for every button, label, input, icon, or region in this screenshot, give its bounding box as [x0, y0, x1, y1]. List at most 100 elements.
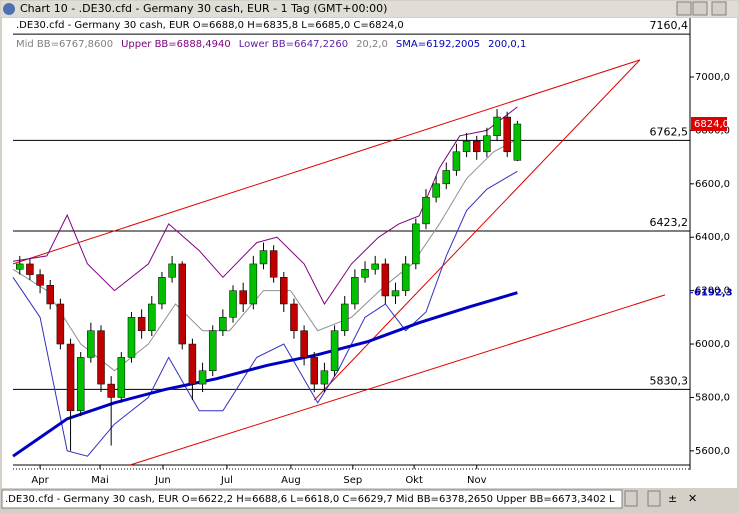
title-bar [1, 1, 738, 17]
candle-body [391, 290, 400, 297]
candle-body [483, 135, 491, 153]
maximize-button[interactable] [692, 1, 708, 16]
chart-info: .DE30.cfd - Germany 30 cash, EUR O=6688,… [16, 20, 404, 31]
candle-body [259, 250, 268, 265]
last-price-label: 6824,0 [694, 119, 729, 130]
candle-body [16, 263, 24, 270]
x-tick-label: Mai [91, 475, 109, 486]
candle-body [452, 151, 461, 171]
indicator-line [12, 291, 518, 458]
indicator-legend: Mid BB=6767,8600 Upper BB=6888,4940 Lower … [16, 39, 526, 50]
candle-body [97, 330, 105, 385]
candle-body [229, 290, 237, 318]
level-label: 6423,2 [650, 216, 689, 229]
y-tick-label: 6600,0 [695, 179, 730, 190]
candle-body [280, 277, 288, 305]
candle-body [513, 123, 522, 161]
candle-body [330, 330, 339, 371]
level-label: 6762,5 [650, 125, 689, 138]
candle-body [442, 170, 451, 185]
candle-body [76, 357, 85, 412]
x-tick-label: Okt [405, 475, 423, 486]
scroll-right[interactable] [647, 490, 661, 507]
candle-body [269, 250, 278, 278]
candle-body [198, 370, 207, 385]
candle-body [401, 263, 410, 291]
indicator-label: SMA=6192,2005 [396, 39, 480, 50]
y-tick-label: 7000,0 [695, 72, 730, 83]
candle-body [249, 263, 258, 305]
x-tick-label: Sep [343, 475, 362, 486]
indicator-line [12, 138, 518, 372]
sma-price-label: 6192,3 [694, 288, 733, 299]
trend-line [313, 59, 641, 401]
candle-body [107, 383, 115, 398]
y-tick-label: 5800,0 [695, 392, 730, 403]
candle-body [422, 196, 430, 225]
app-icon [3, 3, 15, 15]
x-tick-label: Aug [281, 475, 301, 486]
indicator-line [12, 170, 518, 457]
candle-body [493, 116, 501, 137]
plot: 7000,06800,06600,06400,06200,06000,05800… [12, 19, 733, 486]
close-button[interactable] [711, 1, 727, 16]
candle-body [472, 140, 481, 153]
scroll-left[interactable] [624, 490, 638, 507]
candle-body [381, 263, 390, 297]
candle-body [148, 303, 156, 331]
y-tick-label: 5600,0 [695, 446, 730, 457]
candle-body [219, 317, 227, 331]
level-label: 7160,4 [650, 19, 689, 32]
candle-body [158, 277, 166, 305]
indicator-label: Lower BB=6647,2260 [239, 39, 348, 50]
x-tick-label: Apr [31, 475, 49, 486]
last-price-label-box [691, 117, 727, 132]
candle-body [462, 140, 471, 153]
candle-body [371, 263, 379, 270]
x-tick-label: Nov [467, 475, 487, 486]
candle-body [56, 303, 65, 345]
x-tick-label: Jul [220, 475, 233, 486]
candle-body [412, 223, 420, 265]
candle-body [46, 285, 54, 305]
status-bar [1, 489, 623, 509]
candle-body [208, 330, 217, 371]
candle-body [137, 317, 146, 331]
candle-body [66, 343, 75, 412]
candle-body [87, 330, 95, 358]
candle-body [300, 330, 308, 358]
indicator-label: 200,0,1 [488, 39, 526, 50]
status-text: .DE30.cfd - Germany 30 cash, EUR O=6622,… [5, 494, 615, 505]
candle-body [320, 370, 329, 385]
level-label: 5830,3 [650, 374, 689, 387]
candle-body [290, 303, 298, 331]
candle-body [340, 303, 349, 331]
chart-area [2, 18, 737, 488]
x-tick-label: Jun [154, 475, 171, 486]
indicator-label: Mid BB=6767,8600 [16, 39, 113, 50]
candle-body [432, 183, 440, 198]
candle-body [239, 290, 247, 305]
indicator-label: 20,2,0 [356, 39, 388, 50]
candle-body [117, 357, 126, 398]
candle-body [503, 116, 511, 153]
candle-body [127, 317, 136, 358]
candle-body [188, 343, 197, 385]
trend-line [129, 294, 666, 466]
window-title: Chart 10 - .DE30.cfd - Germany 30 cash, … [20, 2, 387, 15]
y-tick-label: 6000,0 [695, 339, 730, 350]
zoom-out[interactable]: ✕ [688, 492, 697, 505]
y-tick-label: 6200,0 [695, 286, 730, 297]
y-tick-label: 6400,0 [695, 232, 730, 243]
candle-body [351, 277, 359, 305]
candle-body [178, 263, 186, 345]
candle-body [168, 263, 176, 278]
indicator-label: Upper BB=6888,4940 [121, 39, 231, 50]
minimize-button[interactable] [676, 1, 692, 16]
candle-body [361, 269, 369, 278]
candle-body [36, 274, 44, 286]
trend-line [12, 59, 641, 265]
candle-body [310, 357, 319, 385]
zoom-in[interactable]: ± [668, 492, 677, 505]
